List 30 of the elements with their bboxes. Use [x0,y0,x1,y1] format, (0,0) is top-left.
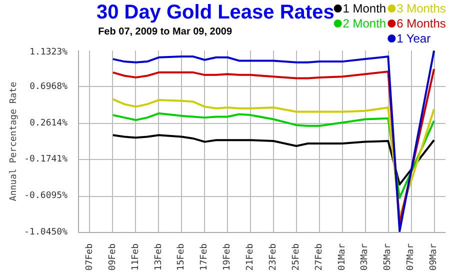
x-tick-label: 19Feb [222,244,233,271]
y-tick-label: -1.0450% [24,228,68,238]
legend-label: 3 Months [396,2,446,16]
x-tick-label: 09Mar [429,242,440,271]
y-tick-label: 0.2614% [30,118,68,128]
chart-title: 30 Day Gold Lease Rates [96,2,334,24]
y-axis-title: Annual Percentage Rate [9,82,20,202]
legend-label: 1 Year [396,32,431,46]
x-tick-label: 09Feb [108,244,118,271]
x-tick-label: 07Feb [84,244,95,271]
x-tick-label: 25Feb [291,244,302,271]
x-tick-label: 27Feb [314,244,324,271]
x-tick-label: 05Mar [383,242,394,271]
x-tick-label: 07Mar [406,242,416,271]
chart-subtitle: Feb 07, 2009 to Mar 09, 2009 [98,26,232,38]
x-tick-label: 13Feb [154,244,164,271]
x-tick-label: 03Mar [360,242,370,271]
x-tick-label: 15Feb [176,244,187,271]
x-tick-label: 21Feb [246,244,256,271]
y-tick-label: 0.6968% [30,82,68,92]
legend-label: 6 Months [396,16,446,30]
legend-label: 1 Month [342,2,386,16]
x-tick-label: 17Feb [200,244,210,271]
x-tick-label: 01Mar [337,242,348,271]
legend-label: 2 Month [342,16,386,30]
y-tick-label: -0.6095% [24,191,68,202]
x-tick-label: 11Feb [130,244,141,271]
y-tick-label: 1.1323% [30,48,68,58]
y-tick-label: -0.1741% [24,154,68,165]
x-tick-label: 23Feb [268,244,278,271]
